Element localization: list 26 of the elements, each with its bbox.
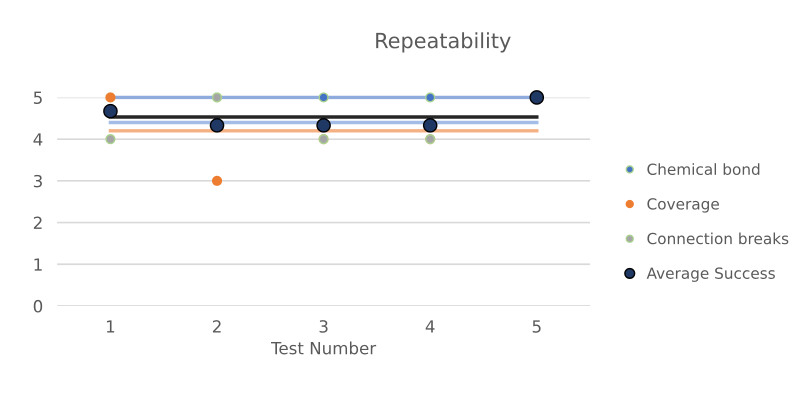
legend-label: Chemical bond	[647, 163, 760, 176]
point	[210, 118, 224, 133]
point	[103, 104, 118, 118]
chart-title: Repeatability	[376, 32, 511, 52]
y-tick-label: 0	[34, 300, 42, 313]
y-tick-label: 5	[34, 92, 42, 104]
point	[422, 118, 438, 133]
x-tick-label: 1	[106, 320, 114, 333]
y-tick-label: 3	[34, 174, 42, 188]
point	[318, 92, 329, 103]
legend-label: Coverage	[647, 198, 719, 213]
legend-label: Average Success	[646, 267, 775, 282]
x-axis-title: Test Number	[271, 342, 376, 354]
x-tick-label: 4	[426, 320, 435, 333]
point	[316, 118, 331, 133]
x-tick-label: 3	[320, 320, 328, 333]
y-tick-label: 4	[33, 133, 42, 146]
x-tick-label: 5	[532, 320, 541, 333]
point	[105, 134, 116, 144]
y-tick-label: 1	[34, 258, 42, 271]
point	[425, 92, 436, 103]
y-tick-label: 2	[34, 216, 42, 229]
x-tick-label: 2	[212, 320, 221, 333]
point	[529, 90, 544, 105]
point	[212, 176, 222, 186]
legend-label: Connection breaks	[647, 232, 788, 244]
